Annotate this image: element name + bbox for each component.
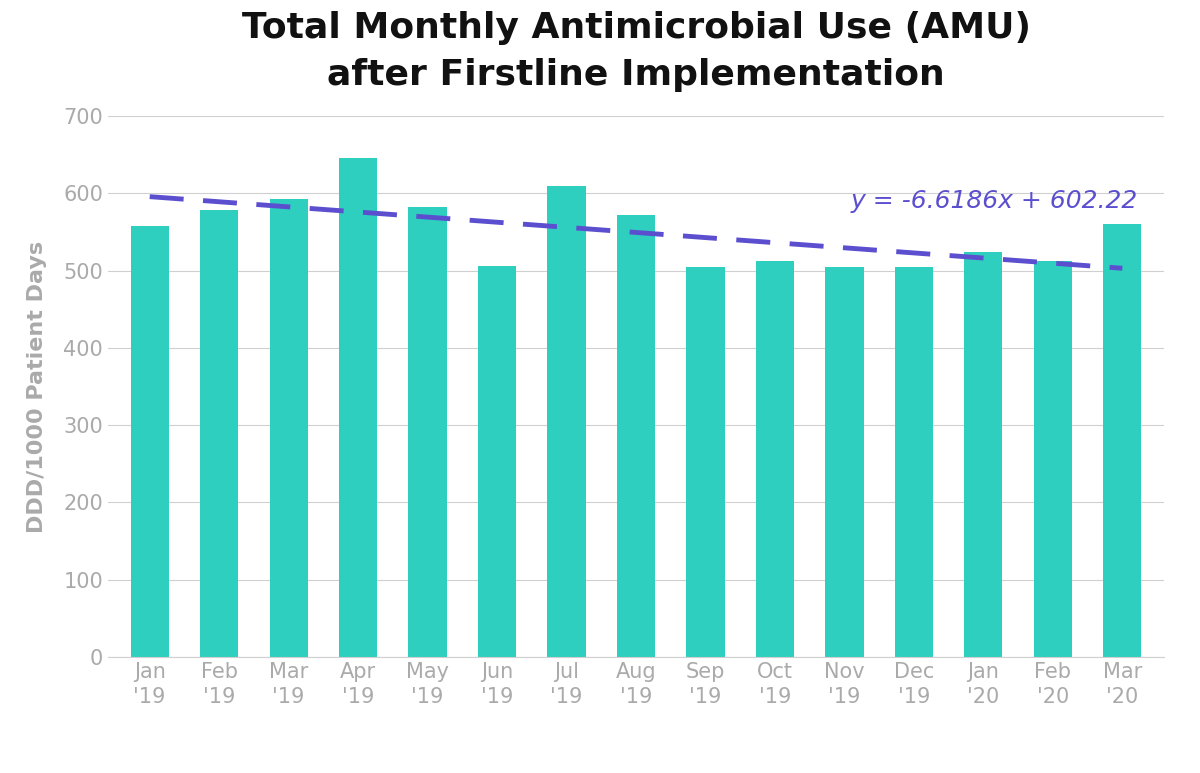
Bar — [617, 215, 655, 657]
Bar — [547, 186, 586, 657]
Bar — [1033, 261, 1072, 657]
Bar — [686, 267, 725, 657]
Bar — [895, 267, 934, 657]
Bar — [131, 226, 169, 657]
Bar — [340, 158, 377, 657]
Bar — [200, 210, 239, 657]
Y-axis label: DDD/1000 Patient Days: DDD/1000 Patient Days — [26, 240, 47, 533]
Bar — [756, 261, 794, 657]
Bar — [826, 267, 864, 657]
Text: y = -6.6186x + 602.22: y = -6.6186x + 602.22 — [851, 189, 1138, 213]
Bar — [270, 199, 307, 657]
Bar — [965, 252, 1002, 657]
Bar — [1103, 224, 1141, 657]
Bar — [478, 266, 516, 657]
Title: Total Monthly Antimicrobial Use (AMU)
after Firstline Implementation: Total Monthly Antimicrobial Use (AMU) af… — [241, 11, 1031, 93]
Bar — [408, 207, 446, 657]
